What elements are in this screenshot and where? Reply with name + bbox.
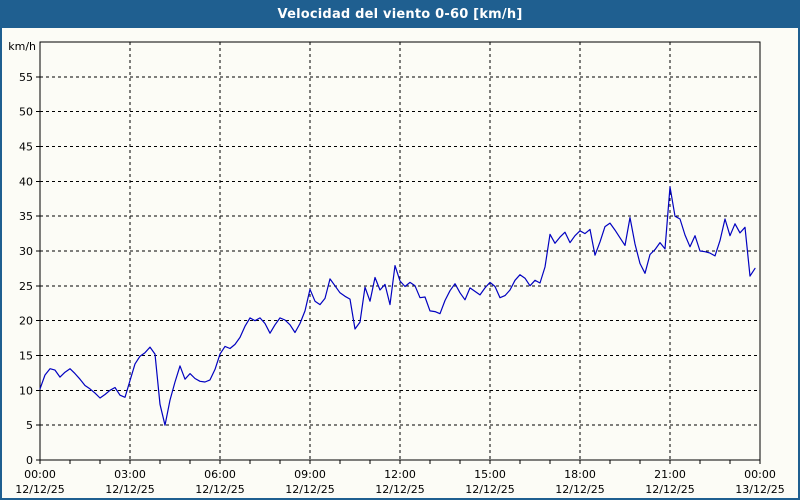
x-date-label: 13/12/25 — [735, 483, 784, 496]
x-time-label: 09:00 — [294, 468, 326, 481]
y-tick-label: 15 — [19, 350, 33, 363]
y-tick-label: 10 — [19, 384, 33, 397]
x-time-label: 21:00 — [654, 468, 686, 481]
y-tick-label: 5 — [26, 419, 33, 432]
y-tick-label: 0 — [26, 454, 33, 467]
y-tick-label: 25 — [19, 280, 33, 293]
y-tick-label: 40 — [19, 175, 33, 188]
x-time-label: 18:00 — [564, 468, 596, 481]
x-time-label: 00:00 — [24, 468, 56, 481]
x-time-label: 03:00 — [114, 468, 146, 481]
x-date-label: 12/12/25 — [645, 483, 694, 496]
x-date-label: 12/12/25 — [375, 483, 424, 496]
wind-speed-line — [39, 186, 756, 426]
y-axis-unit-label: km/h — [8, 40, 36, 53]
chart-title-bar: Velocidad del viento 0-60 [km/h] — [2, 2, 798, 28]
y-tick-label: 55 — [19, 71, 33, 84]
y-tick-label: 30 — [19, 245, 33, 258]
y-tick-label: 45 — [19, 141, 33, 154]
x-time-label: 12:00 — [384, 468, 416, 481]
x-date-label: 12/12/25 — [285, 483, 334, 496]
x-time-label: 00:00 — [744, 468, 776, 481]
x-date-label: 12/12/25 — [15, 483, 64, 496]
y-tick-label: 35 — [19, 210, 33, 223]
x-time-label: 06:00 — [204, 468, 236, 481]
chart-title: Velocidad del viento 0-60 [km/h] — [277, 7, 523, 22]
x-time-label: 15:00 — [474, 468, 506, 481]
x-date-label: 12/12/25 — [555, 483, 604, 496]
x-date-label: 12/12/25 — [195, 483, 244, 496]
x-date-label: 12/12/25 — [105, 483, 154, 496]
y-tick-label: 20 — [19, 315, 33, 328]
x-date-label: 12/12/25 — [465, 483, 514, 496]
y-tick-label: 50 — [19, 106, 33, 119]
